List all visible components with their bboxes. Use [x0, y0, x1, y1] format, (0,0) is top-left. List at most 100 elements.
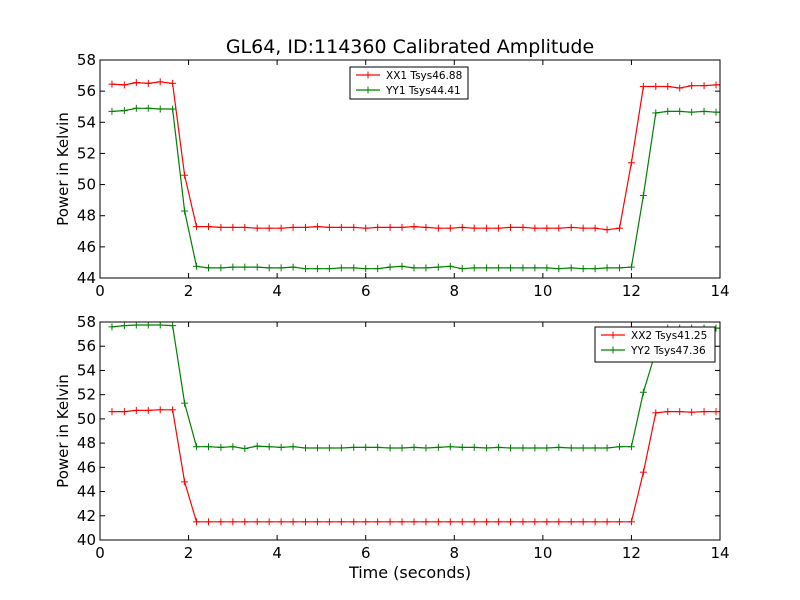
- data-point: [205, 518, 212, 526]
- data-point: [362, 265, 370, 273]
- data-point: [265, 518, 273, 526]
- data-point: [519, 223, 527, 231]
- data-point: [676, 107, 684, 115]
- data-point: [410, 443, 418, 451]
- data-point: [289, 443, 297, 451]
- data-point: [591, 444, 599, 452]
- data-point: [615, 264, 623, 272]
- x-tick-label: 0: [95, 544, 105, 562]
- data-point: [495, 264, 503, 272]
- data-point: [531, 224, 539, 232]
- y-tick-label: 52: [77, 144, 96, 162]
- data-point: [446, 224, 454, 232]
- data-point: [362, 224, 370, 232]
- data-point: [253, 224, 261, 232]
- data-point: [253, 263, 261, 271]
- data-point: [289, 223, 297, 231]
- data-point: [519, 444, 527, 452]
- data-point: [483, 518, 491, 526]
- data-point: [507, 264, 515, 272]
- y-tick-label: 56: [77, 82, 96, 100]
- legend-label: YY1 Tsys44.41: [385, 85, 461, 97]
- legend-box: [594, 326, 716, 363]
- data-point: [483, 224, 491, 232]
- data-point: [410, 264, 418, 272]
- data-point: [639, 388, 647, 396]
- data-point: [676, 408, 684, 416]
- data-point: [458, 265, 466, 273]
- x-tick-label: 8: [450, 282, 460, 300]
- data-point: [144, 322, 152, 329]
- data-point: [398, 262, 406, 270]
- data-point: [700, 107, 708, 115]
- y-tick-label: 50: [77, 176, 96, 194]
- data-point: [169, 406, 177, 414]
- data-point: [277, 518, 285, 526]
- data-point: [470, 518, 478, 526]
- data-point: [519, 518, 527, 526]
- data-point: [579, 444, 587, 452]
- data-point: [531, 264, 539, 272]
- data-point: [265, 264, 273, 272]
- data-point: [362, 443, 370, 451]
- data-point: [181, 171, 189, 179]
- y-tick-label: 58: [77, 51, 96, 69]
- data-point: [434, 263, 442, 271]
- figure-title: GL64, ID:114360 Calibrated Amplitude: [226, 36, 594, 58]
- data-point: [398, 518, 406, 526]
- data-point: [664, 82, 672, 90]
- y-tick-label: 58: [77, 313, 96, 331]
- data-point: [374, 518, 382, 526]
- data-point: [470, 264, 478, 272]
- y-tick-label: 48: [77, 207, 96, 225]
- data-point: [253, 518, 261, 526]
- data-point: [337, 518, 345, 526]
- legend-label: XX1 Tsys46.88: [386, 70, 462, 82]
- x-tick-label: 10: [533, 544, 552, 562]
- data-point: [664, 408, 672, 416]
- x-tick-label: 10: [533, 282, 552, 300]
- data-point: [495, 443, 503, 451]
- data-point: [603, 264, 611, 272]
- data-point: [627, 443, 635, 451]
- data-point: [422, 444, 430, 452]
- series-layer: [108, 78, 720, 273]
- data-point: [422, 223, 430, 231]
- data-point: [386, 518, 394, 526]
- data-point: [579, 518, 587, 526]
- data-point: [434, 224, 442, 232]
- data-point: [229, 263, 237, 271]
- data-point: [398, 223, 406, 231]
- data-point: [652, 109, 660, 117]
- data-point: [688, 82, 696, 90]
- x-tick-label: 0: [95, 282, 105, 300]
- data-point: [241, 263, 249, 271]
- data-point: [446, 518, 454, 526]
- data-point: [120, 107, 128, 115]
- data-point: [374, 223, 382, 231]
- data-point: [132, 406, 140, 414]
- data-point: [567, 223, 575, 231]
- data-point: [108, 80, 116, 88]
- data-point: [301, 518, 309, 526]
- y-tick-label: 46: [77, 238, 96, 256]
- data-point: [458, 443, 466, 451]
- data-point: [603, 226, 611, 234]
- data-point: [313, 265, 321, 273]
- data-point: [434, 518, 442, 526]
- x-tick-label: 4: [272, 544, 282, 562]
- data-point: [555, 265, 563, 273]
- data-point: [470, 443, 478, 451]
- data-point: [156, 105, 164, 113]
- data-point: [241, 445, 249, 453]
- legend-label: YY2 Tsys47.36: [630, 345, 706, 357]
- data-point: [422, 264, 430, 272]
- data-point: [241, 223, 249, 231]
- legend: XX2 Tsys41.25 YY2 Tsys47.36: [594, 326, 716, 363]
- data-point: [410, 223, 418, 231]
- data-point: [712, 408, 720, 416]
- data-point: [120, 408, 128, 416]
